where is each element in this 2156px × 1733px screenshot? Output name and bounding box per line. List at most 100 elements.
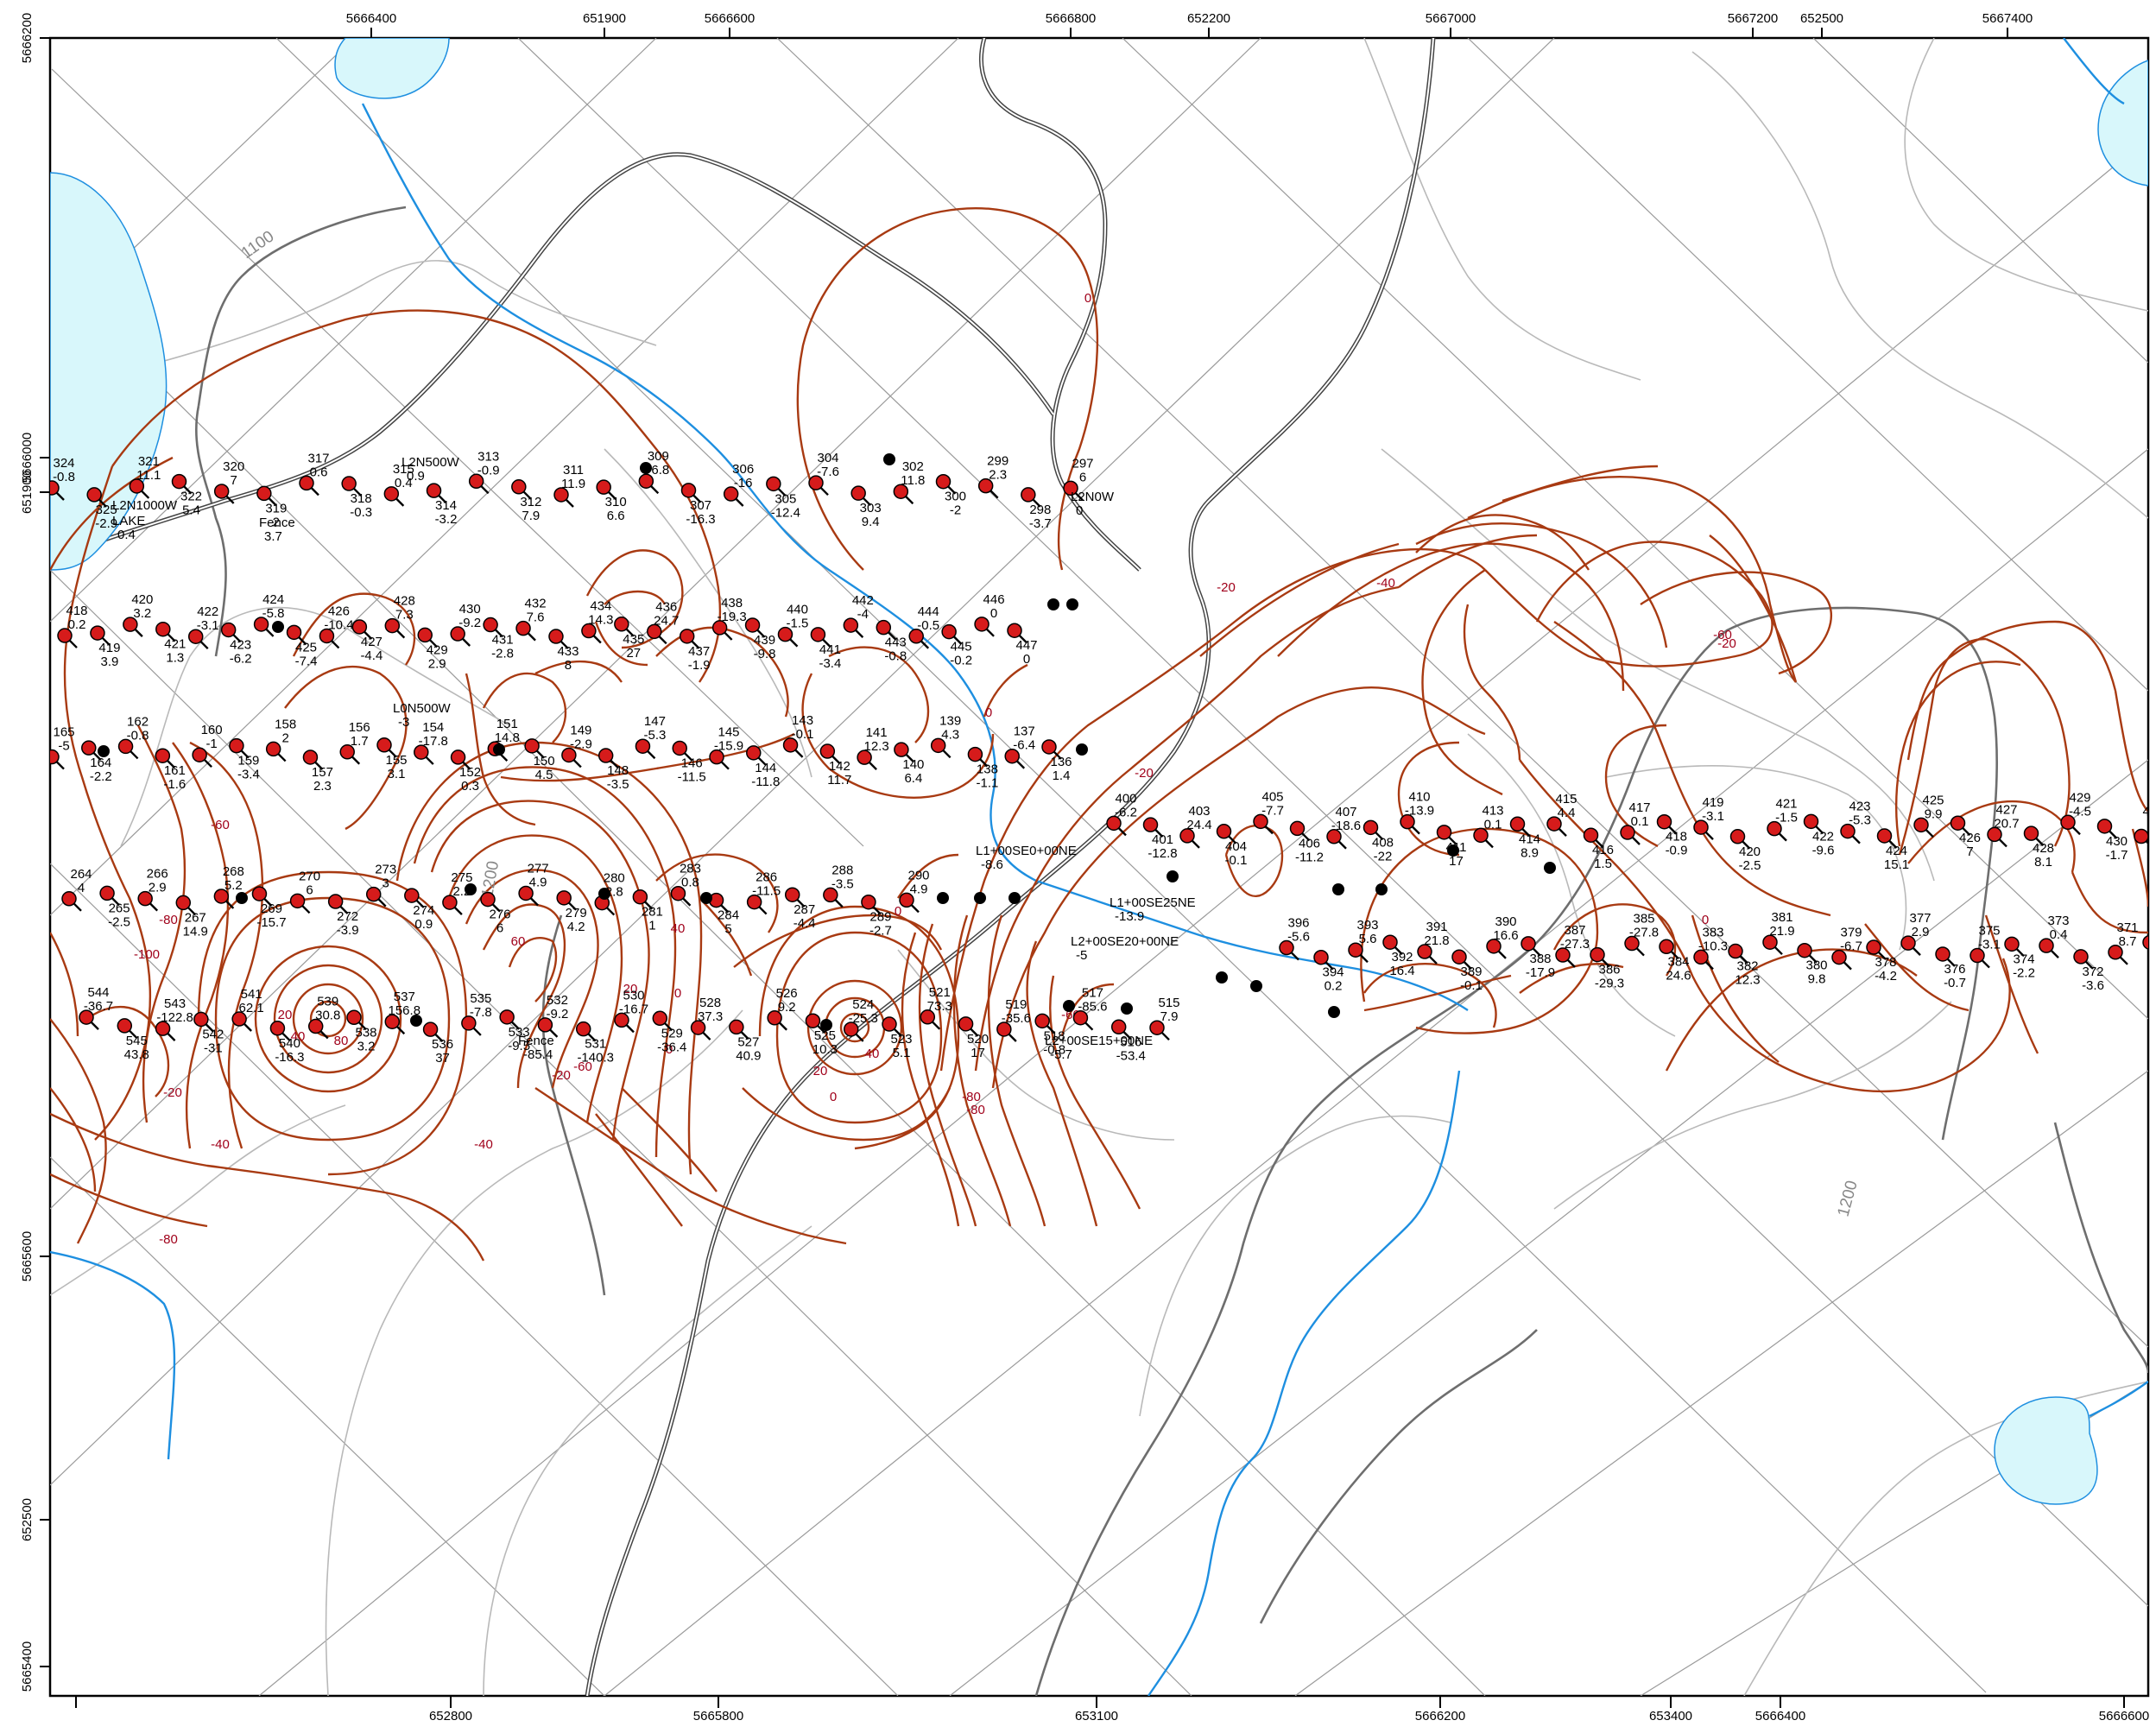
station-id: 408 [1372, 835, 1394, 850]
station-id: 298 [1029, 503, 1051, 517]
station-marker [86, 487, 102, 503]
station-marker [2073, 949, 2089, 965]
station-value: 156.8 [389, 1003, 421, 1018]
left-tick-label: 5666200 [20, 13, 35, 63]
station-marker [175, 895, 192, 911]
station-529: 529-36.4 [652, 1010, 686, 1054]
station-id: 423 [230, 637, 251, 652]
station-383: 383-10.3 [1693, 925, 1728, 971]
station-marker [819, 743, 836, 759]
station-marker [1935, 946, 1951, 962]
station-id: 425 [295, 640, 317, 655]
station-value: -9.8 [754, 647, 776, 661]
station-id: 427 [361, 635, 383, 649]
station-value: -2.5 [1739, 858, 1761, 873]
station-marker [2142, 934, 2148, 950]
station-id: 155 [385, 753, 407, 768]
station-id: 303 [860, 501, 882, 515]
station-value: 10.3 [812, 1042, 838, 1057]
station-marker [1762, 934, 1778, 950]
station-marker-black [1008, 892, 1021, 904]
contour-value-label: 40 [865, 1047, 880, 1061]
station-id: 437 [688, 644, 710, 659]
station-id: 391 [1426, 920, 1447, 934]
station-id: 300 [945, 490, 966, 504]
station-id: 382 [1736, 959, 1758, 974]
station-marker-black [1328, 1006, 1340, 1018]
station-marker [269, 1021, 286, 1036]
station-marker [843, 1021, 859, 1037]
station-value: 1 [648, 919, 655, 933]
station-value: 7.9 [522, 509, 540, 523]
station-id: 380 [1805, 958, 1827, 973]
station-value: -3.5 [831, 876, 854, 891]
station-marker-black [883, 453, 895, 465]
top-tick-label: 5666600 [705, 11, 755, 26]
station-id: 538 [355, 1025, 376, 1040]
station-marker [341, 476, 357, 491]
station-374: 374-2.2 [2004, 936, 2035, 980]
station-id: 377 [1909, 911, 1931, 926]
station-425: 425-7.4 [286, 624, 317, 668]
station-id: 267 [185, 910, 206, 925]
station-value: 1.2 [2153, 964, 2156, 978]
coordinate-grid [50, 38, 2148, 1696]
station-value: -5.8 [262, 606, 285, 621]
contour-value-label: -20 [163, 1085, 182, 1100]
contour-value-label: 0 [1084, 291, 1091, 306]
station-418: 418-0.9 [1656, 813, 1687, 858]
station-marker [1216, 824, 1232, 839]
station-300: 300-2 [935, 473, 966, 518]
station-value: 2.3 [989, 468, 1007, 483]
station-value: -5.6 [1287, 930, 1310, 945]
station-id: 523 [890, 1032, 912, 1047]
water-bodies [50, 38, 2148, 1505]
station-value: -13.9 [1405, 804, 1434, 819]
station-id: 280 [604, 871, 625, 886]
station-marker [483, 617, 498, 633]
station-marker [2134, 828, 2148, 844]
station-marker [1279, 939, 1294, 956]
station-id: 521 [929, 985, 951, 1000]
station-value: -2.2 [90, 769, 112, 784]
station-id: 310 [605, 495, 627, 509]
station-401: 401-12.8 [1142, 817, 1178, 861]
station-272: 272-3.9 [327, 894, 359, 938]
lake-northeast [2097, 60, 2148, 187]
bottom-tick-label: 652800 [429, 1709, 472, 1724]
top-tick-label: 5666800 [1046, 11, 1096, 26]
station-value: -16 [734, 476, 753, 490]
station-marker [1728, 943, 1743, 959]
station-value: -1.1 [977, 776, 999, 791]
station-id: 309 [648, 449, 669, 464]
station-marker-black [236, 892, 248, 904]
station-value: -18.6 [1331, 819, 1361, 833]
station-value: 6 [496, 921, 503, 936]
contour-value-label: 0 [830, 1090, 837, 1104]
station-id: 429 [427, 642, 448, 657]
station-marker-black [598, 888, 610, 900]
line-label-name: Fence [259, 515, 295, 530]
station-marker [1656, 813, 1672, 830]
left-tick-label: 652500 [20, 1498, 35, 1541]
station-value: 17 [971, 1046, 985, 1060]
station-marker [2060, 814, 2076, 831]
line-label-value: 0 [1076, 503, 1083, 518]
bottom-tick-label: 5666600 [2099, 1709, 2149, 1724]
station-id: 442 [852, 593, 874, 608]
station-id: 317 [307, 451, 329, 465]
station-marker-black [1250, 980, 1262, 992]
station-443: 443-0.8 [876, 619, 907, 664]
station-id: 154 [422, 720, 444, 735]
station-marker-black [1063, 1000, 1075, 1012]
station-value: 0.2 [1325, 979, 1343, 994]
